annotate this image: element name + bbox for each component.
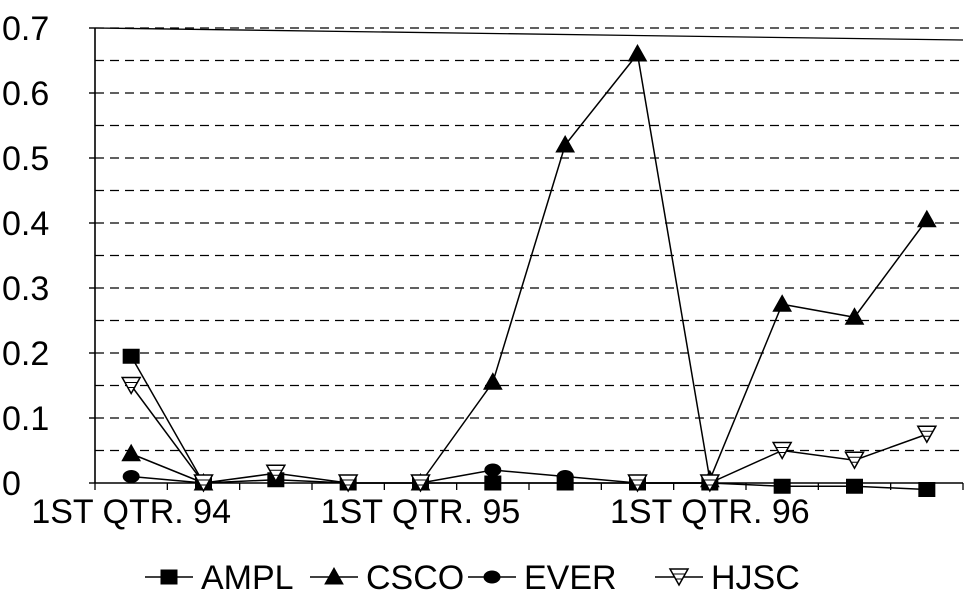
data-point-csco xyxy=(555,134,576,153)
y-tick-label: 0.5 xyxy=(2,140,49,178)
legend-item-ampl: AMPL xyxy=(145,559,294,597)
x-tick-label: 1ST QTR. 96 xyxy=(610,493,810,531)
legend-marker xyxy=(324,566,344,585)
series-line-csco xyxy=(419,52,928,484)
data-point-csco xyxy=(844,307,865,325)
series-ampl xyxy=(122,348,936,497)
y-tick-label: 0.4 xyxy=(2,205,49,243)
data-point-hjsc xyxy=(193,474,214,493)
legend-item-hjsc: HJSC xyxy=(655,559,800,597)
data-point-ampl xyxy=(773,478,791,494)
y-tick-label: 0.2 xyxy=(2,335,49,373)
y-tick-label: 0.3 xyxy=(2,270,49,308)
data-point-csco xyxy=(916,209,937,228)
series-line-csco xyxy=(130,453,204,484)
data-point-hjsc-shape xyxy=(193,474,214,493)
data-point-hjsc xyxy=(337,474,359,493)
data-point-hjsc-shape xyxy=(916,425,938,444)
data-point-csco xyxy=(121,443,142,462)
data-point-hjsc-shape xyxy=(771,441,793,461)
x-axis-ticks: 1ST QTR. 94 1ST QTR. 95 1ST QTR. 96 xyxy=(31,483,964,531)
y-axis-ticks: 0 0.1 0.2 0.3 0.4 0.5 0.6 0.7 xyxy=(2,10,95,503)
data-point-hjsc-shape xyxy=(337,474,359,493)
data-point-hjsc-shape xyxy=(627,474,648,493)
legend-label: AMPL xyxy=(201,559,294,597)
legend-marker xyxy=(160,569,178,585)
y-tick-label: 0 xyxy=(2,465,21,503)
data-point-hjsc-shape xyxy=(844,451,865,470)
data-point-hjsc-shape xyxy=(265,464,287,483)
data-point-hjsc xyxy=(844,451,865,470)
x-tick-label: 1ST QTR. 95 xyxy=(321,493,521,531)
data-point-hjsc xyxy=(699,474,721,493)
series-hjsc xyxy=(120,376,938,493)
legend-marker xyxy=(668,568,690,587)
y-tick-label: 0.7 xyxy=(2,10,49,48)
series-csco xyxy=(121,43,937,491)
series-line-ampl xyxy=(130,355,927,491)
y-tick-label: 0.6 xyxy=(2,75,49,113)
legend-label: CSCO xyxy=(366,559,464,597)
data-point-hjsc xyxy=(771,441,793,461)
data-point-hjsc-shape xyxy=(410,474,431,493)
data-point-hjsc xyxy=(120,376,142,396)
data-point-ever xyxy=(484,463,502,477)
y-tick-label: 0.1 xyxy=(2,400,49,438)
data-point-ever xyxy=(556,470,574,483)
legend-item-csco: CSCO xyxy=(310,559,464,597)
data-point-csco xyxy=(627,43,648,62)
data-point-csco xyxy=(482,372,503,390)
data-point-hjsc xyxy=(627,474,648,493)
data-point-ampl xyxy=(484,475,502,491)
data-point-hjsc-shape xyxy=(120,376,142,396)
data-point-ampl xyxy=(918,482,936,497)
x-tick-label: 1ST QTR. 94 xyxy=(31,493,231,531)
data-point-csco xyxy=(772,294,793,312)
legend: AMPL CSCO EVER HJSC xyxy=(145,559,800,597)
plot-top-border xyxy=(94,27,964,41)
data-point-hjsc xyxy=(410,474,431,493)
data-point-hjsc xyxy=(265,464,287,483)
data-point-ampl xyxy=(122,348,140,364)
legend-marker-shape xyxy=(668,568,690,587)
data-point-hjsc xyxy=(916,425,938,444)
series-line-ever xyxy=(131,475,204,484)
legend-label: EVER xyxy=(524,559,617,597)
series-group xyxy=(120,43,938,497)
data-point-ampl xyxy=(846,478,863,494)
gridlines xyxy=(95,27,963,452)
data-point-ever xyxy=(122,470,140,483)
legend-marker xyxy=(483,570,501,584)
legend-item-ever: EVER xyxy=(468,559,617,597)
legend-label: HJSC xyxy=(711,559,800,597)
data-point-hjsc-shape xyxy=(699,474,721,493)
